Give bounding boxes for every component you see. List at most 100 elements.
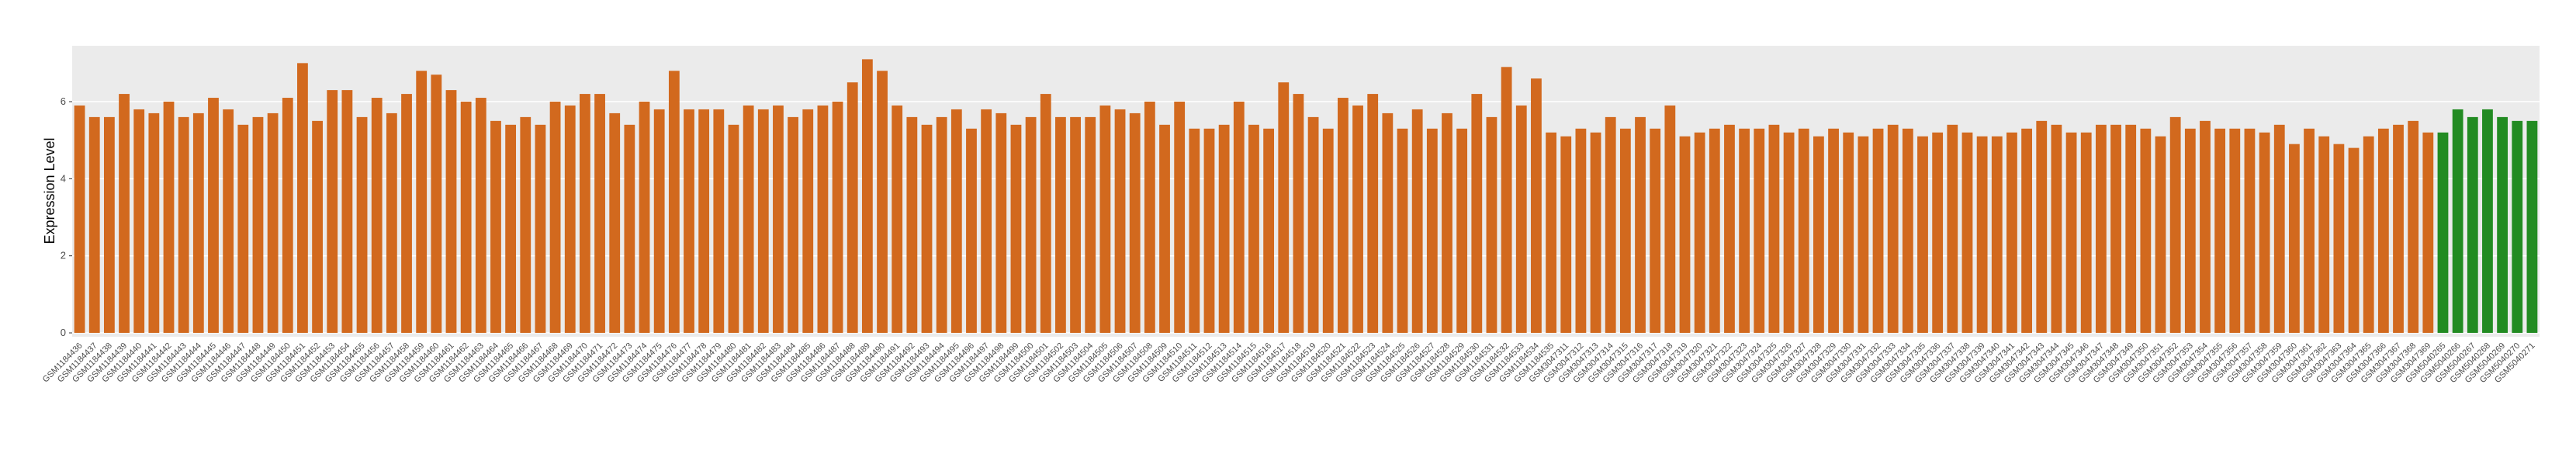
bar xyxy=(1114,109,1126,334)
bar xyxy=(2021,128,2032,334)
bar xyxy=(1828,128,1839,334)
y-tick-label: 6 xyxy=(61,95,66,107)
bar xyxy=(2110,124,2121,334)
bar xyxy=(1263,128,1275,334)
bar xyxy=(2452,109,2463,334)
bar xyxy=(1159,124,1170,334)
bar xyxy=(1694,132,1705,334)
bar xyxy=(981,109,992,334)
bar xyxy=(237,124,249,334)
bar xyxy=(460,102,472,334)
bar xyxy=(1961,132,1973,334)
bar xyxy=(192,112,204,334)
bar xyxy=(1546,132,1556,334)
bar xyxy=(594,94,605,334)
bar xyxy=(1352,105,1363,334)
bar xyxy=(549,102,561,334)
bar xyxy=(1456,128,1468,334)
bar xyxy=(2497,116,2508,334)
bar xyxy=(1664,105,1676,334)
bar xyxy=(2318,136,2330,334)
bar xyxy=(1991,136,2003,334)
bar xyxy=(861,59,873,334)
bar xyxy=(1322,128,1334,334)
bar xyxy=(743,105,754,334)
bar xyxy=(163,102,175,334)
bar xyxy=(580,94,590,334)
bar xyxy=(564,105,576,334)
bar xyxy=(1650,128,1661,334)
bar xyxy=(1709,128,1720,334)
bar xyxy=(1293,94,1304,334)
bar xyxy=(2363,136,2374,334)
bar xyxy=(1515,105,1527,334)
bar xyxy=(936,116,947,334)
bar xyxy=(1070,116,1081,334)
bar xyxy=(817,105,829,334)
bar xyxy=(505,124,517,334)
bar xyxy=(1724,124,1735,334)
bar xyxy=(2184,128,2196,334)
bar xyxy=(1486,116,1497,334)
bar xyxy=(103,116,115,334)
bar xyxy=(847,82,858,334)
bar xyxy=(2080,132,2092,334)
bar xyxy=(1397,128,1408,334)
bar xyxy=(1471,94,1483,334)
bar xyxy=(1129,112,1141,334)
bar xyxy=(1203,128,1215,334)
bar xyxy=(1739,128,1750,334)
bar xyxy=(148,112,160,334)
bar xyxy=(668,71,680,334)
bar xyxy=(2214,128,2226,334)
bar xyxy=(2095,124,2107,334)
bar xyxy=(757,109,769,334)
bar xyxy=(2169,116,2181,334)
bar xyxy=(1858,136,1869,334)
bar xyxy=(327,90,338,334)
y-tick-label: 0 xyxy=(61,327,66,338)
bar xyxy=(88,116,100,334)
bar xyxy=(892,105,903,334)
bar xyxy=(2482,109,2493,334)
bar xyxy=(2036,120,2048,334)
bar xyxy=(966,128,977,334)
bar xyxy=(1531,78,1542,334)
bar xyxy=(431,74,442,334)
bar xyxy=(2422,132,2434,334)
bar xyxy=(906,116,918,334)
bar xyxy=(921,124,933,334)
bar xyxy=(445,90,457,334)
bar xyxy=(639,102,650,334)
bar xyxy=(1783,132,1795,334)
bar xyxy=(713,109,725,334)
bar xyxy=(2140,128,2152,334)
bar xyxy=(2051,124,2062,334)
bar xyxy=(788,116,798,334)
bar xyxy=(2437,132,2449,334)
bar xyxy=(653,109,665,334)
bar xyxy=(1798,128,1809,334)
bar xyxy=(119,94,130,334)
bar xyxy=(832,102,843,334)
bar xyxy=(2526,120,2538,334)
bar xyxy=(490,120,501,334)
bar xyxy=(2006,132,2017,334)
bar xyxy=(950,109,962,334)
bar xyxy=(1055,116,1066,334)
y-axis-title: Expression Level xyxy=(42,137,57,244)
bar xyxy=(2408,120,2419,334)
bar xyxy=(684,109,694,334)
bar xyxy=(371,98,383,334)
bar xyxy=(1635,116,1646,334)
bar xyxy=(356,116,368,334)
bar xyxy=(208,98,219,334)
bar xyxy=(520,116,531,334)
bar xyxy=(2377,128,2389,334)
bar xyxy=(624,124,635,334)
bar xyxy=(1010,124,1022,334)
bar xyxy=(535,124,546,334)
bar xyxy=(1575,128,1587,334)
bar xyxy=(1590,132,1601,334)
bar xyxy=(1932,132,1944,334)
